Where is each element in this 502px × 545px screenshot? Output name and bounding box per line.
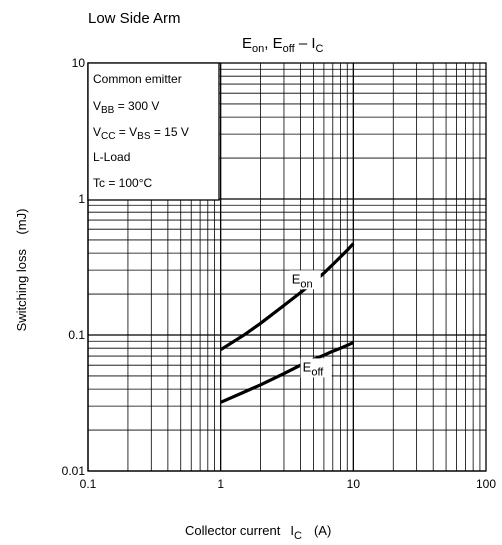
condition-subscript: BB <box>101 105 115 116</box>
title-eoff-symbol: E <box>273 35 283 52</box>
plot-frame <box>87 62 487 472</box>
title-eoff-subscript: off <box>283 43 296 55</box>
condition-line: Tc = 100°C <box>93 176 152 190</box>
title-dash: – <box>295 35 312 52</box>
series-line-off <box>220 341 354 404</box>
plot-grid <box>87 63 486 472</box>
condition-subscript: BS <box>137 131 151 142</box>
x-tick-label: 0.1 <box>80 477 97 491</box>
x-axis-label-subscript: C <box>294 530 302 542</box>
y-tick-label: 1 <box>78 192 85 206</box>
series-label-symbol: E <box>303 359 312 374</box>
chart-title: Eon, Eoff – IC <box>242 35 324 55</box>
conditions-box-frame <box>87 62 220 201</box>
title-ic-subscript: C <box>316 43 324 55</box>
condition-line: L-Load <box>93 150 130 164</box>
title-ic-symbol: I <box>311 35 315 52</box>
condition-line: VCC = VBS = 15 V <box>93 125 189 142</box>
title-eon-symbol: E <box>242 35 252 52</box>
y-tick-label: 10 <box>72 56 86 70</box>
condition-symbol: V <box>93 125 101 139</box>
conditions-box: Common emitter VBB = 300 V VCC = VBS = 1… <box>87 62 220 201</box>
series-label-off: Eoff <box>303 359 325 378</box>
series-label-on: Eon <box>292 271 313 290</box>
x-axis-label-text: Collector current <box>185 523 281 538</box>
title-eon-subscript: on <box>252 43 264 55</box>
condition-subscript: CC <box>101 131 115 142</box>
series-label-subscript: on <box>300 278 312 290</box>
x-axis-label: Collector current IC (A) <box>185 523 331 542</box>
x-axis-label-unit: (A) <box>314 523 331 538</box>
condition-symbol: V <box>93 99 101 113</box>
y-tick-label: 0.01 <box>62 464 86 478</box>
series-label-symbol: E <box>292 271 301 286</box>
series-label-background <box>300 358 332 378</box>
condition-value: = 15 V <box>151 125 189 139</box>
x-tick-label: 100 <box>476 477 496 491</box>
condition-line: Common emitter <box>93 72 182 86</box>
x-tick-label: 1 <box>217 477 224 491</box>
y-axis-label: Switching loss (mJ) <box>14 209 29 332</box>
series-line-on <box>219 242 355 352</box>
series-label-background <box>289 270 321 290</box>
chart-supertitle: Low Side Arm <box>88 10 181 27</box>
title-separator: , <box>264 35 272 52</box>
condition-value: = V <box>115 125 137 139</box>
x-tick-label: 10 <box>347 477 361 491</box>
condition-value: = 300 V <box>114 99 159 113</box>
condition-line: VBB = 300 V <box>93 99 159 116</box>
curves <box>219 242 355 404</box>
series-label-subscript: off <box>311 366 324 378</box>
y-tick-label: 0.1 <box>68 328 85 342</box>
x-axis-label-symbol: I <box>290 523 294 538</box>
